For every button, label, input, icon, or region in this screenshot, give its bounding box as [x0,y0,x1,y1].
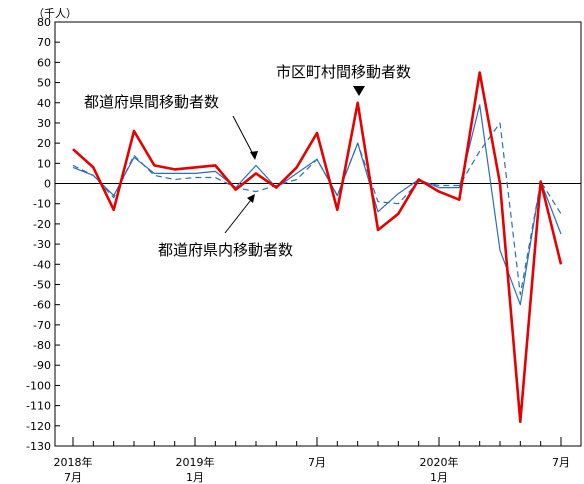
annotation-city: 市区町村間移動者数 [276,63,411,81]
y-tick-label: -120 [26,420,51,433]
y-tick-label: 20 [37,137,51,150]
series-line-pref-intra [72,122,562,296]
plot-frame [54,21,582,447]
y-tick-label: 50 [37,77,51,90]
x-tick-label: 1月 [430,471,448,484]
annotation-pref-intra-arrowhead [247,194,255,203]
series-line-city [72,71,563,424]
x-tick-label: 7月 [308,456,326,469]
series-lines [72,71,563,424]
annotation-pref-inter-arrow [232,115,256,159]
y-tick-label: 30 [37,117,51,130]
y-tick-label: 80 [37,16,51,29]
x-tick-label: 7月 [64,471,82,484]
x-tick-label: 2019年 [176,455,215,469]
annotation-pref-inter-arrowhead [250,151,258,160]
x-tick-label: 2018年 [54,455,93,469]
y-tick-label: -70 [33,319,51,332]
annotation-pref-intra: 都道府県内移動者数 [158,241,293,259]
annotation-city-arrow [353,86,365,96]
y-tick-label: 10 [37,157,51,170]
annotations: 市区町村間移動者数 都道府県間移動者数 都道府県内移動者数 [84,63,411,259]
x-tick-label: 1月 [186,471,204,484]
y-tick-label: -50 [33,278,51,291]
x-tick-label: 7月 [552,456,570,469]
y-tick-label: -40 [33,258,51,271]
y-tick-label: -130 [26,440,51,453]
y-tick-label: 0 [44,178,51,191]
y-axis: 80 70 60 50 40 30 20 10 0 -10 -20 -30 -40 -50 -60 -70 -8… [26,16,60,453]
y-tick-label: -10 [33,198,51,211]
y-tick-label: -100 [26,379,51,392]
y-tick-label: -20 [33,218,51,231]
y-tick-label: -30 [33,238,51,251]
y-tick-label: -90 [33,359,51,372]
y-tick-label: -60 [33,299,51,312]
x-tick-label: 2020年 [420,455,459,469]
x-axis: 2018年 7月 2019年 1月 7月 2020年 1月 7月 [54,437,570,484]
y-tick-label: 60 [37,56,51,69]
annotation-pref-intra-arrow [224,195,255,234]
y-tick-label: -80 [33,339,51,352]
y-tick-label: 40 [37,97,51,110]
unit-label: （千人） [33,7,77,20]
y-tick-label: 70 [37,36,51,49]
y-tick-label: -110 [26,400,51,413]
annotation-pref-inter: 都道府県間移動者数 [84,93,219,111]
